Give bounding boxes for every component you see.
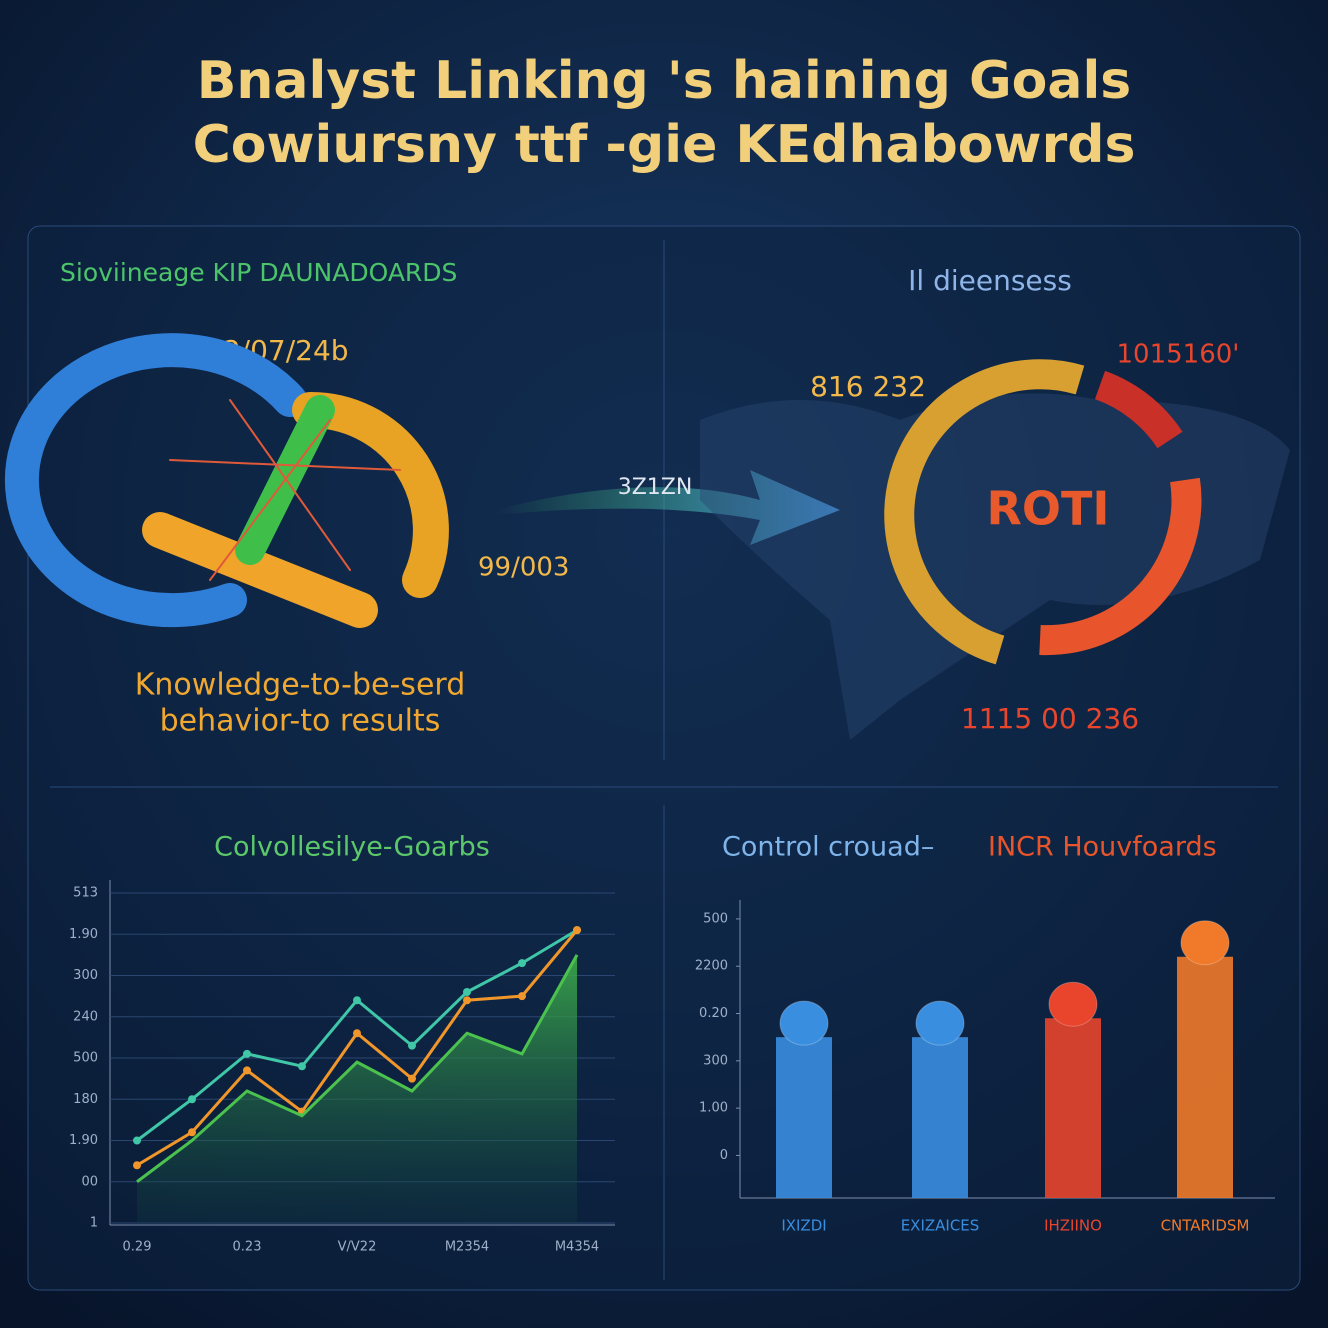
center-label: ROTI: [986, 482, 1109, 536]
x-tick-label: V/V22: [338, 1240, 377, 1255]
y-tick-label: 300: [703, 1053, 728, 1068]
point: [463, 988, 471, 996]
bar: [1045, 1018, 1101, 1198]
y-tick-label: 300: [73, 968, 98, 983]
panel-heading: Colvollesilye-Goarbs: [214, 832, 490, 863]
roi-cycle: [884, 359, 1202, 665]
y-tick-label: 180: [73, 1092, 98, 1107]
caption: behavior-to results: [160, 704, 441, 739]
point: [353, 996, 361, 1005]
y-tick-label: 240: [73, 1009, 98, 1024]
y-tick-label: 513: [73, 886, 98, 901]
connector-arrow: [495, 470, 840, 545]
panel-heading: Il dieensess: [908, 264, 1072, 297]
label: 1115 00 236: [961, 702, 1139, 735]
bar-cap: [915, 1000, 965, 1046]
y-tick-label: 0.20: [699, 1006, 728, 1021]
point: [518, 992, 526, 1001]
point: [573, 926, 581, 935]
point: [243, 1049, 251, 1058]
x-tick-label: EXIZAICES: [901, 1217, 980, 1235]
point: [408, 1074, 416, 1083]
cycle-graphic: [4, 333, 449, 628]
point: [408, 1041, 416, 1050]
label: 816 232: [810, 370, 926, 403]
x-tick-label: IHZIINO: [1044, 1217, 1102, 1235]
panel-heading: Sioviineage KIP DAUNADOARDS: [60, 258, 457, 287]
label: 1015160': [1117, 340, 1240, 370]
x-tick-label: M4354: [555, 1240, 599, 1255]
title-line: Bnalyst Linking 's haining Goals: [197, 51, 1131, 111]
connector-label: 3Z1ZN: [618, 475, 693, 500]
point: [298, 1062, 306, 1071]
point: [188, 1095, 196, 1104]
bar: [912, 1037, 968, 1198]
y-tick-label: 2200: [695, 959, 728, 974]
panel-heading: INCR Houvfoards: [988, 832, 1217, 863]
x-tick-label: IXIZDI: [781, 1217, 826, 1235]
x-tick-label: 0.29: [123, 1240, 152, 1255]
y-tick-label: 500: [703, 911, 728, 926]
x-tick-label: 0.23: [233, 1240, 262, 1255]
point: [133, 1161, 141, 1170]
y-tick-label: 0: [720, 1148, 728, 1163]
x-tick-label: M2354: [445, 1240, 489, 1255]
line: [136, 954, 579, 1183]
point: [463, 996, 471, 1005]
bar: [776, 1037, 832, 1198]
caption: Knowledge-to-be-serd: [135, 668, 466, 703]
panel-heading: Control crouad–: [722, 832, 934, 863]
y-tick-label: 00: [81, 1174, 98, 1189]
y-tick-label: 1.00: [699, 1101, 728, 1116]
point: [353, 1029, 361, 1038]
bar: [1177, 956, 1233, 1198]
bar-cap: [1180, 920, 1230, 966]
point: [243, 1066, 251, 1075]
bar-cap: [1048, 981, 1098, 1027]
y-tick-label: 1.90: [69, 1133, 98, 1148]
point: [188, 1128, 196, 1137]
x-tick-label: CNTARIDSM: [1161, 1217, 1250, 1235]
y-tick-label: 1: [90, 1216, 98, 1231]
y-tick-label: 1.90: [69, 927, 98, 942]
point: [133, 1136, 141, 1145]
y-tick-label: 500: [73, 1051, 98, 1066]
area: [137, 954, 577, 1223]
bar-cap: [779, 1000, 829, 1046]
label: 99/003: [478, 553, 569, 583]
world-map: [700, 393, 1290, 740]
title-line: Cowiursny ttf -gie KEdhabowrds: [193, 115, 1136, 175]
point: [518, 959, 526, 968]
